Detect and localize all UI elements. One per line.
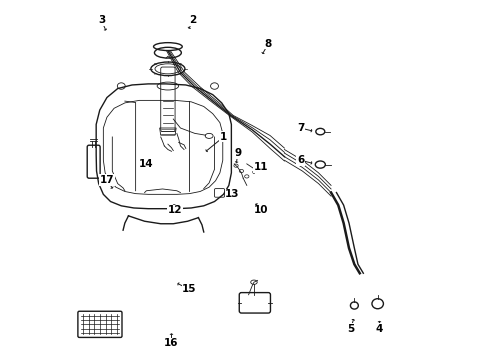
Text: 16: 16 [164, 338, 179, 348]
Text: 4: 4 [376, 324, 383, 334]
Text: 1: 1 [220, 132, 227, 142]
Text: 8: 8 [265, 39, 272, 49]
Text: 11: 11 [254, 162, 269, 172]
Text: 14: 14 [139, 159, 154, 169]
Text: 5: 5 [347, 324, 354, 334]
Text: 17: 17 [99, 175, 114, 185]
Text: 12: 12 [168, 206, 182, 216]
Text: 13: 13 [225, 189, 240, 199]
Text: 7: 7 [297, 123, 304, 133]
Text: 6: 6 [297, 155, 304, 165]
Text: 9: 9 [234, 148, 242, 158]
Text: 2: 2 [189, 15, 196, 26]
Text: 10: 10 [254, 206, 269, 216]
Text: 15: 15 [182, 284, 196, 294]
Text: 3: 3 [98, 15, 105, 26]
